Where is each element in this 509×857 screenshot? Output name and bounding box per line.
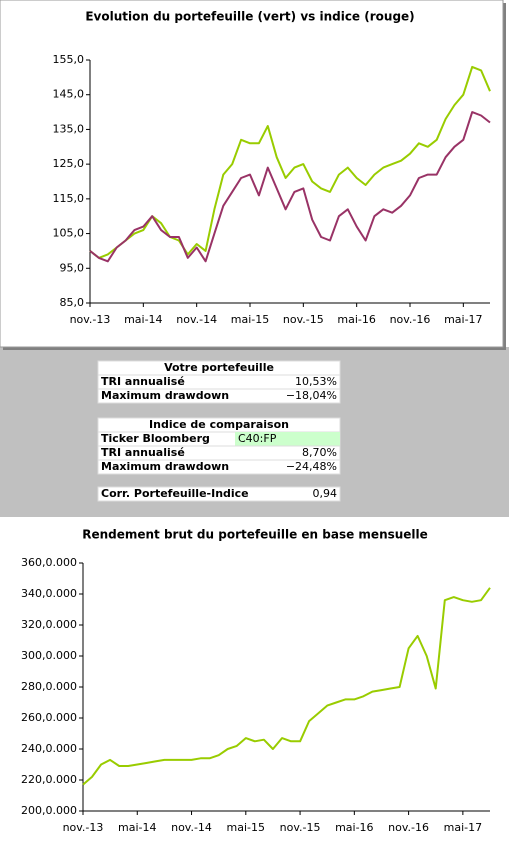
y-tick-label: 200,0.000 — [21, 804, 77, 817]
x-tick-label: nov.-13 — [63, 821, 104, 834]
x-tick-label: mai-17 — [444, 313, 482, 326]
table-label: Ticker Bloomberg — [101, 432, 210, 445]
y-tick-label: 240,0.000 — [21, 742, 77, 755]
table-row-cell — [97, 486, 341, 502]
table-value: −18,04% — [286, 389, 337, 402]
y-tick-label: 280,0.000 — [21, 680, 77, 693]
x-tick-label: mai-14 — [124, 313, 162, 326]
y-tick-label: 115,0 — [53, 192, 85, 205]
x-tick-label: nov.-14 — [171, 821, 212, 834]
y-tick-label: 125,0 — [53, 157, 85, 170]
table-header: Indice de comparaison — [149, 418, 289, 431]
table-header: Votre portefeuille — [164, 361, 274, 374]
x-tick-label: nov.-16 — [388, 821, 429, 834]
table-label: TRI annualisé — [101, 446, 185, 459]
y-tick-label: 340,0.000 — [21, 587, 77, 600]
chart-title: Rendement brut du portefeuille en base m… — [82, 528, 428, 542]
x-tick-label: mai-16 — [335, 821, 373, 834]
x-tick-label: nov.-15 — [280, 821, 321, 834]
x-tick-label: mai-16 — [337, 313, 375, 326]
table-label: Corr. Portefeuille-Indice — [101, 487, 249, 500]
y-tick-label: 95,0 — [60, 261, 85, 274]
x-tick-label: nov.-16 — [390, 313, 431, 326]
x-tick-label: mai-15 — [227, 821, 265, 834]
table-value: −24,48% — [286, 460, 337, 473]
series-line — [89, 111, 491, 263]
y-tick-label: 260,0.000 — [21, 711, 77, 724]
top-panel — [0, 0, 504, 348]
table-row-cell — [97, 459, 341, 475]
table-label: Maximum drawdown — [101, 460, 229, 473]
table-row-cell — [97, 388, 341, 404]
y-tick-label: 300,0.000 — [21, 649, 77, 662]
y-tick-label: 155,0 — [53, 53, 85, 66]
series-line — [89, 65, 491, 259]
y-tick-label: 135,0 — [53, 122, 85, 135]
x-tick-label: nov.-15 — [283, 313, 324, 326]
table-label: TRI annualisé — [101, 375, 185, 388]
x-tick-label: mai-17 — [444, 821, 482, 834]
y-tick-label: 145,0 — [53, 88, 85, 101]
table-value: 8,70% — [302, 446, 337, 459]
series-line — [82, 587, 491, 786]
y-tick-label: 360,0.000 — [21, 556, 77, 569]
bottom-panel — [0, 517, 509, 853]
chart-title: Evolution du portefeuille (vert) vs indi… — [85, 10, 414, 24]
table-value: 0,94 — [313, 487, 338, 500]
table-label: Maximum drawdown — [101, 389, 229, 402]
table-value: 10,53% — [295, 375, 337, 388]
y-tick-label: 320,0.000 — [21, 618, 77, 631]
table-value: C40:FP — [238, 432, 277, 445]
x-tick-label: nov.-13 — [70, 313, 111, 326]
y-tick-label: 85,0 — [60, 296, 85, 309]
x-tick-label: nov.-14 — [176, 313, 217, 326]
y-tick-label: 220,0.000 — [21, 773, 77, 786]
ticker-cell — [235, 432, 340, 446]
x-tick-label: mai-14 — [118, 821, 156, 834]
x-tick-label: mai-15 — [231, 313, 269, 326]
y-tick-label: 105,0 — [53, 227, 85, 240]
